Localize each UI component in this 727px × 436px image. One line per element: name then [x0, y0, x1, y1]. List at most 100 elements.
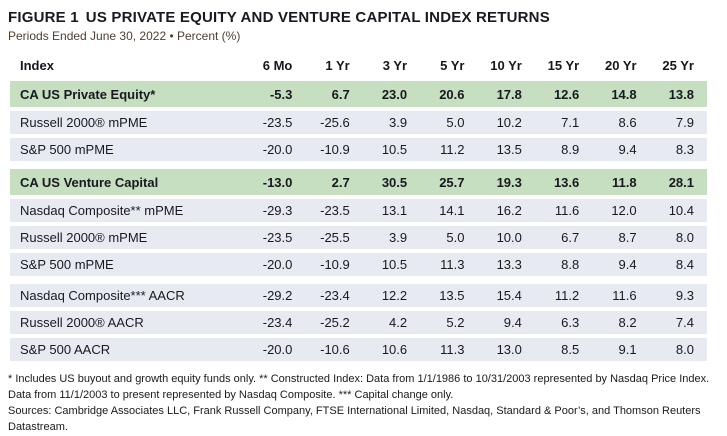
cell-value: 9.4 [618, 142, 637, 157]
cell-value: -25.2 [320, 315, 350, 330]
cell-value: 7.4 [675, 315, 694, 330]
cell-value: 13.1 [381, 203, 408, 218]
cell-value: 13.3 [496, 257, 522, 272]
cell-value: 8.6 [618, 115, 637, 130]
cell-value: -23.4 [320, 288, 350, 303]
cell-value: 6.7 [331, 86, 350, 102]
cell-value: 9.3 [675, 288, 694, 303]
cell-value: 13.8 [668, 86, 694, 102]
table-row: Nasdaq Composite*** AACR -29.2 -23.4 12.2 13… [10, 284, 707, 307]
table-row: S&P 500 mPME -20.0 -10.9 10.5 11.2 13.5 8.9 9.4… [10, 138, 707, 161]
figure-subtitle: Periods Ended June 30, 2022 • Percent (%… [8, 29, 241, 43]
cell-value: 25.7 [439, 174, 465, 190]
cell-value: 5.0 [446, 230, 465, 245]
cell-value: 11.3 [440, 342, 465, 357]
column-header: 3 Yr [382, 58, 408, 73]
cell-value: -25.6 [320, 115, 350, 130]
cell-value: 8.8 [561, 257, 580, 272]
cell-value: 10.0 [496, 230, 522, 245]
cell-value: 3.9 [389, 115, 408, 130]
cell-value: 8.0 [675, 230, 694, 245]
footnote-sources: Sources: Cambridge Associates LLC, Frank… [8, 405, 701, 433]
row-label: Russell 2000® AACR [20, 315, 144, 330]
cell-value: 19.3 [496, 174, 522, 190]
cell-value: 13.5 [496, 142, 522, 157]
cell-value: 23.0 [381, 86, 408, 102]
cell-value: -23.5 [262, 230, 293, 245]
cell-value: 12.6 [553, 86, 580, 102]
cell-value: 5.0 [446, 115, 465, 130]
table-row: Russell 2000® mPME -23.5 -25.5 3.9 5.0 10.0 6.… [10, 226, 707, 249]
footnotes: * Includes US buyout and growth equity f… [8, 371, 720, 435]
row-label: S&P 500 mPME [20, 142, 114, 157]
cell-value: -20.0 [262, 142, 293, 157]
cell-value: 10.6 [381, 342, 408, 357]
cell-value: 10.2 [496, 115, 522, 130]
column-header: 5 Yr [440, 58, 465, 73]
cell-value: 10.5 [381, 142, 408, 157]
row-label: CA US Private Equity* [20, 86, 156, 102]
cell-value: 13.6 [553, 174, 580, 190]
cell-value: 28.1 [668, 174, 694, 190]
cell-value: 8.9 [561, 142, 580, 157]
cell-value: 17.8 [496, 86, 522, 102]
column-header: 15 Yr [547, 58, 580, 73]
cell-value: 16.2 [496, 203, 522, 218]
cell-value: 20.6 [439, 86, 465, 102]
cell-value: -10.6 [320, 342, 350, 357]
cell-value: -5.3 [269, 86, 293, 102]
cell-value: 11.8 [612, 174, 637, 190]
cell-value: -10.9 [320, 142, 350, 157]
cell-value: 7.9 [675, 115, 694, 130]
cell-value: 11.6 [554, 203, 580, 218]
column-header: 25 Yr [662, 58, 694, 73]
column-header: 20 Yr [605, 58, 637, 73]
table-row: CA US Private Equity* -5.3 6.7 23.0 20.6 17.8… [10, 81, 707, 107]
cell-value: 11.3 [440, 257, 465, 272]
cell-value: -23.4 [262, 315, 293, 330]
cell-value: 3.9 [389, 230, 408, 245]
cell-value: 9.4 [618, 257, 637, 272]
cell-value: 11.2 [554, 288, 580, 303]
cell-value: 6.7 [561, 230, 580, 245]
cell-value: 8.0 [675, 342, 694, 357]
table-row: S&P 500 mPME -20.0 -10.9 10.5 11.3 13.3 8.8 9.4… [10, 253, 707, 276]
cell-value: 4.2 [389, 315, 408, 330]
cell-value: 11.2 [440, 142, 465, 157]
table-row: S&P 500 AACR -20.0 -10.6 10.6 11.3 13.0 8.5 9.1… [10, 338, 707, 361]
row-label: CA US Venture Capital [20, 174, 159, 190]
cell-value: 2.7 [331, 174, 350, 190]
cell-value: 10.4 [668, 203, 694, 218]
cell-value: -20.0 [262, 342, 293, 357]
cell-value: 13.0 [496, 342, 522, 357]
figure-number-label: FIGURE 1 [8, 9, 79, 26]
cell-value: 11.6 [612, 288, 637, 303]
cell-value: 9.1 [618, 342, 637, 357]
cell-value: 12.0 [611, 203, 637, 218]
footnote-notes: * Includes US buyout and growth equity f… [8, 373, 710, 401]
cell-value: -20.0 [262, 257, 293, 272]
cell-value: -10.9 [320, 257, 350, 272]
row-label: Nasdaq Composite*** AACR [20, 288, 185, 303]
cell-value: 14.8 [611, 86, 637, 102]
column-header: 6 Mo [262, 58, 293, 73]
cell-value: 9.4 [503, 315, 522, 330]
column-header: 1 Yr [325, 58, 350, 73]
cell-value: -29.3 [262, 203, 293, 218]
figure-title-text: US PRIVATE EQUITY AND VENTURE CAPITAL IN… [85, 9, 550, 26]
figure-title: FIGURE 1 US PRIVATE EQUITY AND VENTURE CA… [8, 9, 718, 26]
cell-value: 8.4 [675, 257, 694, 272]
cell-value: 5.2 [446, 315, 465, 330]
returns-table: Index 6 Mo 1 Yr 3 Yr 5 Yr 10 Yr 15 Yr 20 Yr 25 Y… [10, 54, 707, 361]
cell-value: -29.2 [262, 288, 293, 303]
table-row: Russell 2000® AACR -23.4 -25.2 4.2 5.2 9.4 6.3… [10, 311, 707, 334]
cell-value: 6.3 [561, 315, 580, 330]
row-label: S&P 500 mPME [20, 257, 114, 272]
cell-value: 8.2 [618, 315, 637, 330]
cell-value: -23.5 [262, 115, 293, 130]
cell-value: -13.0 [262, 174, 293, 190]
row-label: Russell 2000® mPME [20, 230, 148, 245]
table-row: CA US Venture Capital -13.0 2.7 30.5 25.7 19.… [10, 169, 707, 195]
row-label: S&P 500 AACR [20, 342, 111, 357]
